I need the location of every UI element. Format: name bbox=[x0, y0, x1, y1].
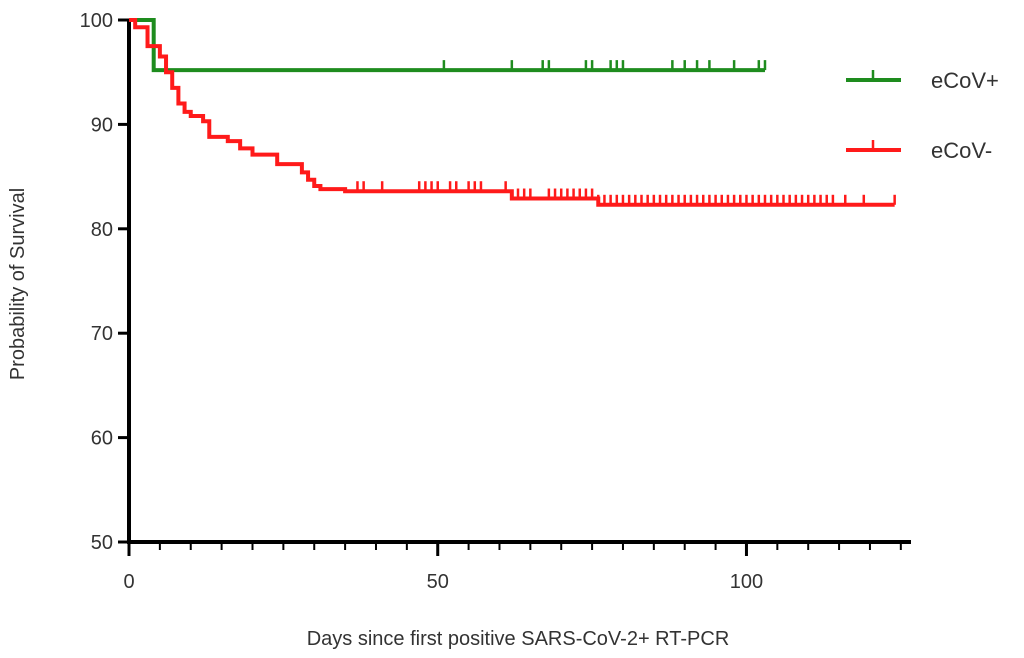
y-tick-label: 100 bbox=[80, 10, 113, 32]
y-tick-label: 70 bbox=[91, 323, 113, 345]
y-tick-label: 60 bbox=[91, 428, 113, 450]
survival-curve bbox=[129, 18, 765, 73]
y-tick-label: 50 bbox=[91, 532, 113, 554]
x-tick-label: 100 bbox=[730, 571, 763, 593]
series-ecov-negative bbox=[129, 18, 896, 207]
y-tick-label: 80 bbox=[91, 219, 113, 241]
legend: eCoV+ eCoV- bbox=[846, 68, 999, 163]
legend-label: eCoV+ bbox=[931, 68, 999, 93]
x-tick-label: 0 bbox=[123, 571, 134, 593]
axes: 50 60 70 80 90 100 0 50 100 bbox=[80, 10, 911, 593]
survival-curve bbox=[129, 18, 895, 207]
series-ecov-positive bbox=[129, 18, 767, 73]
y-axis-title: Probability of Survival bbox=[7, 188, 29, 380]
legend-item: eCoV+ bbox=[846, 68, 999, 93]
legend-item: eCoV- bbox=[846, 138, 992, 163]
series-layer bbox=[129, 18, 896, 207]
x-axis-title: Days since first positive SARS-CoV-2+ RT… bbox=[307, 628, 730, 650]
x-tick-label: 50 bbox=[427, 571, 449, 593]
y-tick-label: 90 bbox=[91, 114, 113, 136]
legend-label: eCoV- bbox=[931, 138, 992, 163]
